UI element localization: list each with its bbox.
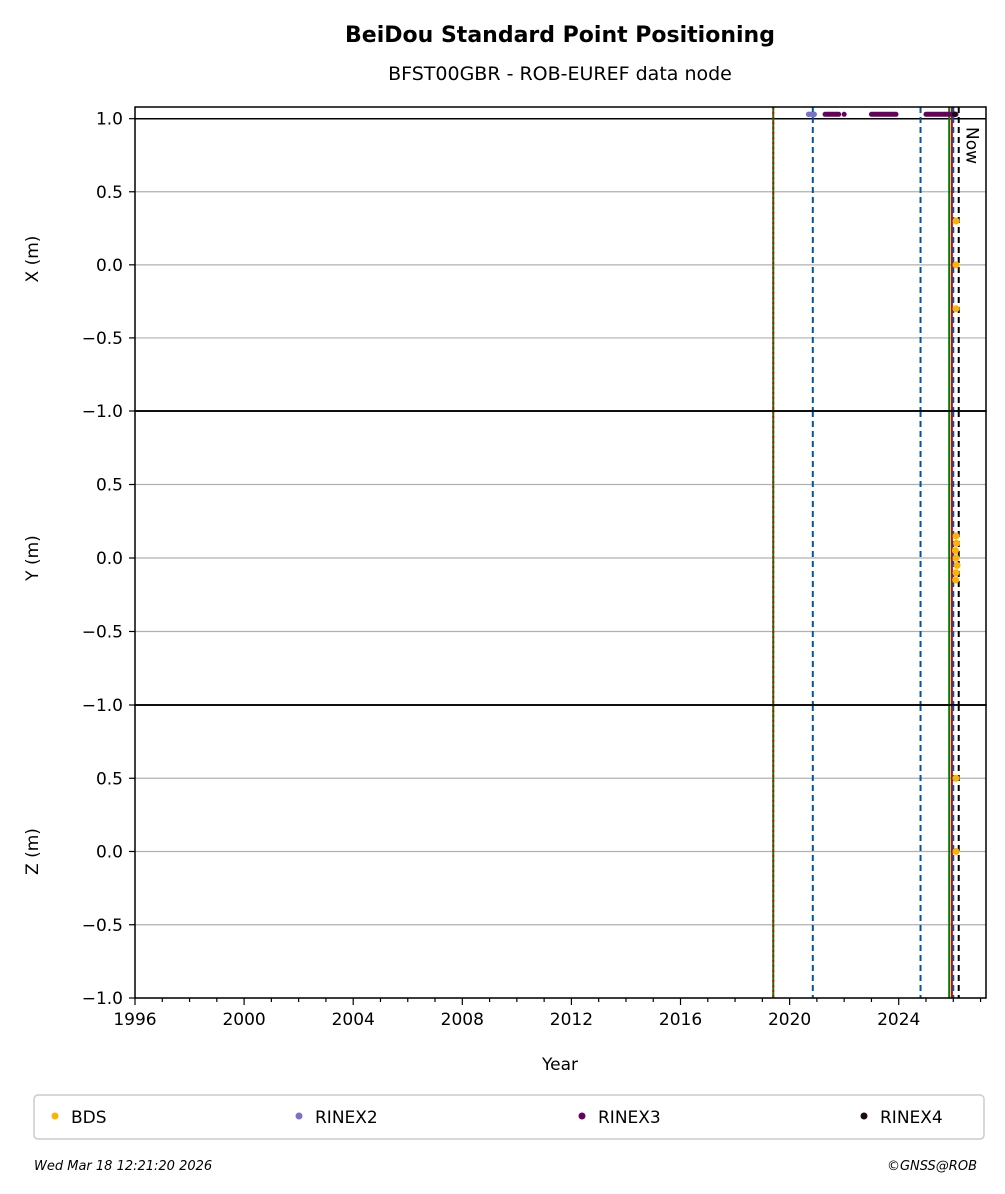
legend-marker-bds <box>51 1112 59 1120</box>
x-tick-label: 2000 <box>222 1010 265 1030</box>
x-tick-label: 2016 <box>659 1010 702 1030</box>
chart-subtitle: BFST00GBR - ROB-EUREF data node <box>388 63 732 85</box>
y-tick-label: −0.5 <box>82 329 123 349</box>
y-tick-label: 0.0 <box>96 843 123 863</box>
y-tick-label: 0.5 <box>96 183 123 203</box>
plot-area: 1.0 0.5 0.0 −0.5 −1.0 X (m) 0.5 0.0 −0.5 −1.0 Y (m… <box>23 106 987 1030</box>
x-axis-label: Year <box>541 1055 578 1075</box>
footer-timestamp: Wed Mar 18 12:21:20 2026 <box>34 1159 212 1174</box>
panel-frame <box>134 704 987 999</box>
x-tick-label: 2004 <box>332 1010 375 1030</box>
now-label: Now <box>962 127 982 164</box>
y-tick-label: 0.5 <box>96 769 123 789</box>
panel-frame <box>134 106 987 412</box>
legend-label-bds: BDS <box>71 1108 107 1128</box>
chart-title: BeiDou Standard Point Positioning <box>345 23 775 48</box>
x-tick-label: 2020 <box>768 1010 811 1030</box>
rinex3-point <box>841 111 847 117</box>
legend-label-rinex4: RINEX4 <box>880 1108 943 1128</box>
legend-marker-rinex4 <box>860 1112 868 1120</box>
rinex4-point <box>951 111 958 118</box>
legend-marker-rinex2 <box>295 1112 303 1120</box>
bds-point <box>953 561 961 569</box>
rinex3-point <box>893 111 899 117</box>
y-tick-label: −1.0 <box>82 402 123 422</box>
bds-point <box>952 554 960 562</box>
bds-point <box>952 848 960 855</box>
x-tick-label: 2012 <box>550 1010 593 1030</box>
bds-point <box>952 217 960 225</box>
y-tick-label: −0.5 <box>82 916 123 936</box>
bds-point <box>952 569 960 577</box>
bds-point <box>952 576 960 584</box>
legend: BDS RINEX2 RINEX3 RINEX4 <box>33 1094 985 1140</box>
bds-point <box>951 547 959 555</box>
bds-point <box>953 539 961 547</box>
y-axis-label: Z (m) <box>23 828 43 875</box>
rinex3-point <box>836 111 842 117</box>
legend-frame <box>33 1094 985 1140</box>
y-axis-label: X (m) <box>23 236 43 283</box>
bds-point <box>952 261 960 269</box>
legend-label-rinex3: RINEX3 <box>598 1108 661 1128</box>
footer-credit: ©GNSS@ROB <box>887 1159 977 1174</box>
y-tick-label: −1.0 <box>82 696 123 716</box>
bds-point <box>952 532 960 540</box>
y-axis-label: Y (m) <box>23 535 43 582</box>
y-tick-label: −0.5 <box>82 623 123 643</box>
y-tick-label: 0.5 <box>96 476 123 496</box>
x-tick-label: 2008 <box>441 1010 484 1030</box>
legend-marker-rinex3 <box>578 1112 586 1120</box>
y-tick-label: 1.0 <box>96 110 123 130</box>
y-tick-label: 0.0 <box>96 256 123 276</box>
x-tick-label: 1996 <box>113 1010 156 1030</box>
legend-label-rinex2: RINEX2 <box>315 1108 378 1128</box>
y-tick-label: 0.0 <box>96 549 123 569</box>
bds-point <box>952 305 960 313</box>
y-tick-label: −1.0 <box>82 989 123 1009</box>
rinex2-point <box>811 111 817 118</box>
x-tick-label: 2024 <box>877 1010 920 1030</box>
bds-point <box>952 774 960 782</box>
